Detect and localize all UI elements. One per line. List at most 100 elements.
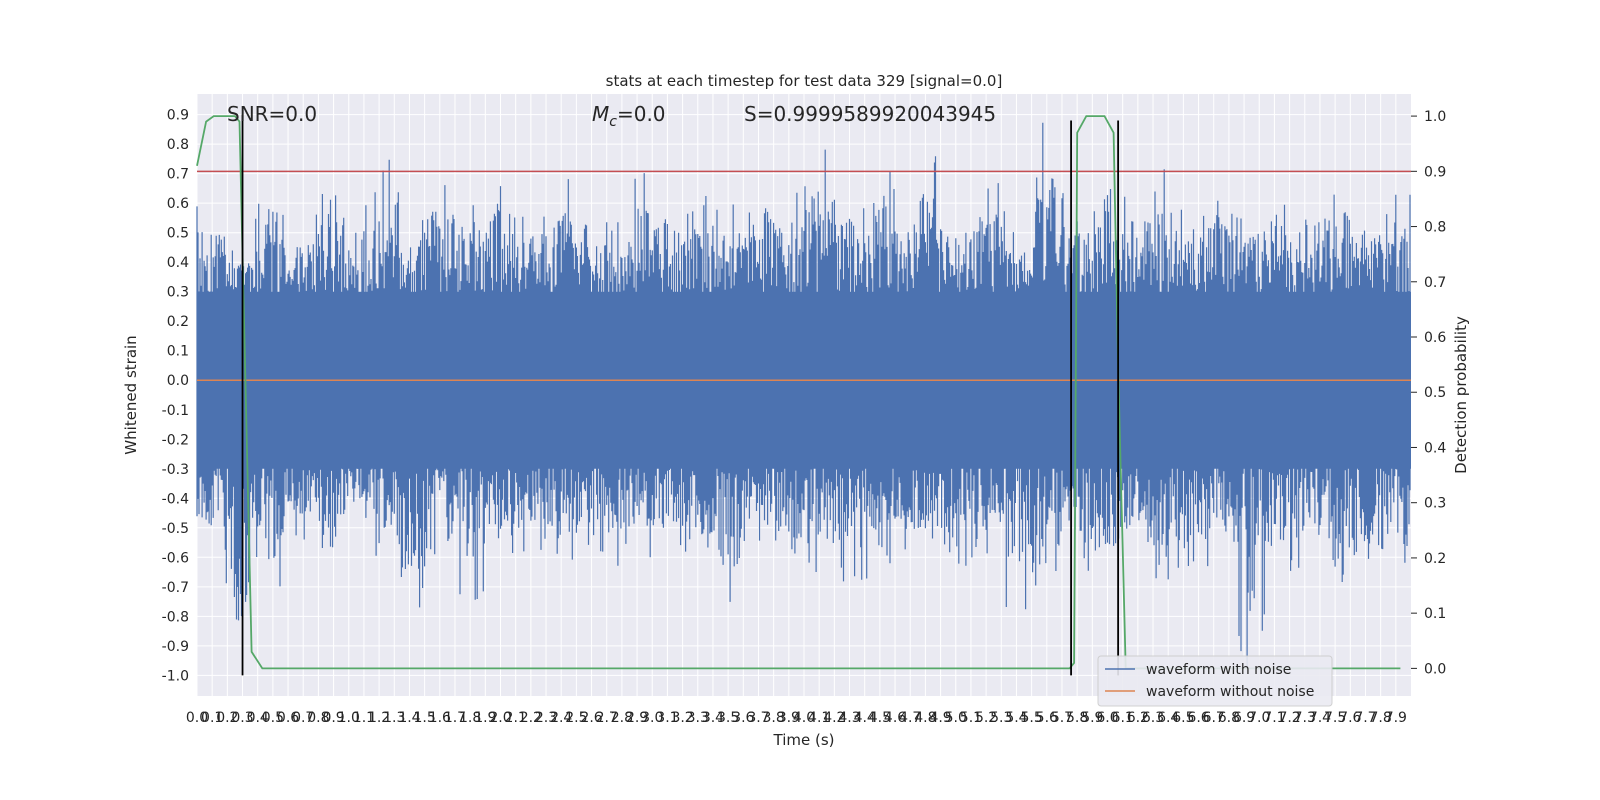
x-tick-label: 6.4 [1157,710,1179,726]
x-tick-label: 7.7 [1354,710,1376,726]
x-tick-label: 3.6 [732,710,754,726]
y-tick-label: -0.8 [162,609,189,625]
y2-tick-label: 0.6 [1424,330,1446,346]
noise-trace [196,122,1411,668]
x-tick-label: 2.9 [626,710,648,726]
y2-tick-label: 0.4 [1424,440,1446,456]
x-tick-label: 7.4 [1309,710,1331,726]
x-tick-label: 3.2 [671,710,693,726]
y2-tick-label: 0.8 [1424,220,1446,236]
x-tick-label: 0.4 [247,710,269,726]
x-tick-label: 5.4 [1005,710,1027,726]
x-tick-label: 3.5 [717,710,739,726]
x-tick-label: 1.2 [368,710,390,726]
y-axis-label: Whitened strain [122,335,140,454]
x-tick-label: 7.5 [1324,710,1346,726]
x-tick-label: 5.0 [945,710,967,726]
y-tick-label: 0.1 [167,344,189,360]
y-tick-label: 0.5 [167,226,189,242]
x-tick-label: 4.1 [808,710,830,726]
x-tick-label: 0.6 [277,710,299,726]
y-tick-label: 0.8 [167,137,189,153]
x-tick-label: 4.7 [899,710,921,726]
y-tick-label: -0.3 [162,462,189,478]
y2-tick-label: 0.7 [1424,275,1446,291]
y2-axis-label: Detection probability [1452,316,1470,474]
y-tick-label: -0.2 [162,432,189,448]
x-tick-label: 6.8 [1218,710,1240,726]
x-tick-label: 4.2 [823,710,845,726]
annotation-s: S=0.9999589920043945 [744,102,996,126]
x-tick-label: 6.0 [1096,710,1118,726]
y-tick-label: -0.7 [162,580,189,596]
x-tick-label: 5.6 [1036,710,1058,726]
x-tick-label: 7.2 [1278,710,1300,726]
x-tick-label: 1.9 [474,710,496,726]
x-tick-label: 1.7 [444,710,466,726]
x-tick-label: 4.3 [838,710,860,726]
y-tick-label: -0.4 [162,491,189,507]
y2-tick-label: 0.1 [1424,606,1446,622]
x-tick-label: 4.5 [869,710,891,726]
x-tick-label: 4.0 [793,710,815,726]
x-tick-label: 2.2 [520,710,542,726]
x-tick-labels: 0.00.10.20.30.40.50.60.70.80.91.01.11.21… [186,710,1407,726]
y-tick-label: 0.7 [167,167,189,183]
y2-tick-label: 0.3 [1424,496,1446,512]
x-tick-label: 1.1 [353,710,375,726]
x-tick-label: 5.2 [975,710,997,726]
x-tick-label: 2.7 [596,710,618,726]
x-tick-label: 2.4 [550,710,572,726]
x-tick-label: 3.1 [656,710,678,726]
x-tick-label: 1.4 [398,710,420,726]
x-tick-label: 1.8 [459,710,481,726]
x-tick-label: 0.8 [307,710,329,726]
x-tick-label: 4.9 [929,710,951,726]
y-tick-label: 0.3 [167,285,189,301]
y-tick-label: -0.6 [162,550,189,566]
x-tick-label: 3.9 [778,710,800,726]
x-tick-label: 2.0 [489,710,511,726]
x-axis-label: Time (s) [773,731,835,749]
x-tick-label: 7.1 [1263,710,1285,726]
x-tick-label: 5.8 [1066,710,1088,726]
y-tick-label: -1.0 [162,668,189,684]
annotation-snr: SNR=0.0 [227,102,317,126]
x-tick-label: 7.3 [1294,710,1316,726]
legend: waveform with noise waveform without noi… [1097,655,1333,707]
legend-label-noise: waveform with noise [1146,662,1291,678]
x-tick-label: 5.9 [1081,710,1103,726]
x-tick-label: 6.6 [1187,710,1209,726]
x-tick-label: 0.7 [292,710,314,726]
x-tick-label: 5.5 [1020,710,1042,726]
x-tick-label: 6.1 [1112,710,1134,726]
x-tick-label: 6.5 [1172,710,1194,726]
chart-title: stats at each timestep for test data 329… [606,72,1003,90]
y2-tick-label: 1.0 [1424,109,1446,125]
x-tick-label: 1.6 [429,710,451,726]
x-tick-label: 2.8 [611,710,633,726]
x-tick-label: 2.1 [505,710,527,726]
x-tick-label: 6.9 [1233,710,1255,726]
y-tick-labels: 0.9 0.8 0.7 0.6 0.5 0.4 0.3 0.2 0.1 0.0 -0.1 -0.2 -0… [162,108,189,685]
annotation-mc: Mc=0.0 [592,102,666,130]
y2-tick-label: 0.0 [1424,661,1446,677]
x-tick-label: 3.3 [687,710,709,726]
x-tick-label: 3.0 [641,710,663,726]
x-tick-label: 5.3 [990,710,1012,726]
x-tick-label: 1.5 [413,710,435,726]
y2-tick-label: 0.9 [1424,164,1446,180]
y-tick-label: -0.5 [162,521,189,537]
x-tick-label: 3.7 [747,710,769,726]
x-tick-label: 6.7 [1203,710,1225,726]
x-tick-label: 5.7 [1051,710,1073,726]
x-tick-label: 0.0 [186,710,208,726]
y-tick-label: 0.9 [167,108,189,124]
y-tick-label: -0.9 [162,639,189,655]
y-tick-label: 0.0 [167,373,189,389]
y-tick-label: 0.6 [167,196,189,212]
y2-tick-labels: 1.0 0.9 0.8 0.7 0.6 0.5 0.4 0.3 0.2 0.1 0.0 [1411,109,1446,677]
x-tick-label: 3.8 [763,710,785,726]
x-tick-label: 0.1 [201,710,223,726]
x-tick-label: 2.5 [565,710,587,726]
